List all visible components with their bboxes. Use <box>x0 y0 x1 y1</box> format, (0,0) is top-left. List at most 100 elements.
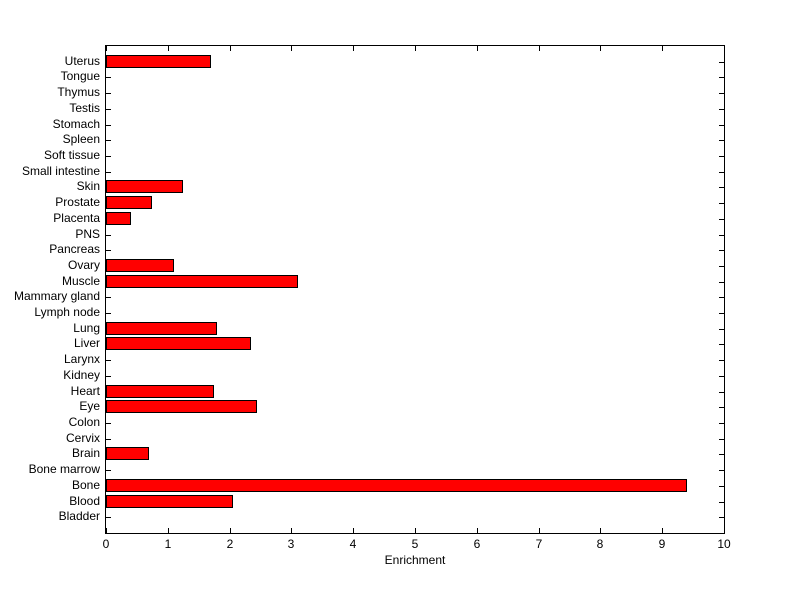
y-tick-right <box>719 344 724 345</box>
y-tick-right <box>719 93 724 94</box>
x-tick-label-9: 9 <box>658 537 666 551</box>
bar-brain <box>106 447 149 460</box>
y-tick-right <box>719 376 724 377</box>
y-tick-left <box>106 360 111 361</box>
x-tick-top <box>539 46 540 51</box>
y-tick-label-colon: Colon <box>68 415 100 429</box>
x-axis-title: Enrichment <box>384 553 446 567</box>
y-tick-label-brain: Brain <box>71 446 100 460</box>
x-tick-top <box>415 46 416 51</box>
y-tick-left <box>106 313 111 314</box>
y-tick-right <box>719 439 724 440</box>
y-tick-right <box>719 140 724 141</box>
y-tick-label-bone-marrow: Bone marrow <box>28 462 100 476</box>
x-tick-top <box>230 46 231 51</box>
x-tick-top <box>106 46 107 51</box>
y-tick-label-stomach: Stomach <box>52 117 100 131</box>
y-tick-right <box>719 297 724 298</box>
x-tick-label-3: 3 <box>287 537 295 551</box>
y-tick-label-uterus: Uterus <box>64 54 100 68</box>
y-tick-left <box>106 297 111 298</box>
y-tick-right <box>719 125 724 126</box>
y-tick-left <box>106 93 111 94</box>
y-tick-label-ovary: Ovary <box>67 258 100 272</box>
y-tick-left <box>106 517 111 518</box>
y-tick-left <box>106 470 111 471</box>
y-tick-label-muscle: Muscle <box>61 274 100 288</box>
y-tick-label-liver: Liver <box>73 336 100 350</box>
x-tick-top <box>662 46 663 51</box>
y-tick-right <box>719 77 724 78</box>
x-tick-top <box>353 46 354 51</box>
x-tick-bottom <box>477 528 478 533</box>
x-tick-bottom <box>291 528 292 533</box>
y-tick-label-kidney: Kidney <box>63 368 100 382</box>
y-tick-left <box>106 172 111 173</box>
bar-lung <box>106 322 217 335</box>
y-tick-label-bone: Bone <box>71 478 100 492</box>
y-tick-right <box>719 313 724 314</box>
x-tick-top <box>168 46 169 51</box>
y-tick-right <box>719 407 724 408</box>
x-tick-bottom <box>230 528 231 533</box>
y-tick-right <box>719 470 724 471</box>
y-tick-right <box>719 235 724 236</box>
x-tick-label-7: 7 <box>535 537 543 551</box>
bar-blood <box>106 495 233 508</box>
y-tick-left <box>106 423 111 424</box>
y-tick-left <box>106 125 111 126</box>
x-tick-top <box>291 46 292 51</box>
x-tick-bottom <box>662 528 663 533</box>
y-tick-right <box>719 517 724 518</box>
y-tick-label-prostate: Prostate <box>55 195 100 209</box>
x-tick-label-6: 6 <box>473 537 481 551</box>
y-tick-left <box>106 235 111 236</box>
y-tick-left <box>106 250 111 251</box>
y-tick-label-mammary-gland: Mammary gland <box>13 289 100 303</box>
y-tick-label-testis: Testis <box>69 101 100 115</box>
x-tick-bottom <box>724 528 725 533</box>
bar-muscle <box>106 275 298 288</box>
x-tick-top <box>724 46 725 51</box>
y-tick-right <box>719 109 724 110</box>
x-tick-label-0: 0 <box>102 537 110 551</box>
y-tick-left <box>106 77 111 78</box>
x-tick-bottom <box>415 528 416 533</box>
y-tick-left <box>106 140 111 141</box>
bar-bone <box>106 479 687 492</box>
y-tick-right <box>719 502 724 503</box>
bar-liver <box>106 337 251 350</box>
y-tick-right <box>719 392 724 393</box>
y-tick-right <box>719 187 724 188</box>
y-tick-right <box>719 156 724 157</box>
y-tick-label-spleen: Spleen <box>62 132 100 146</box>
y-tick-label-small-intestine: Small intestine <box>21 164 100 178</box>
y-tick-label-heart: Heart <box>70 384 100 398</box>
y-tick-left <box>106 376 111 377</box>
y-tick-right <box>719 250 724 251</box>
y-tick-right <box>719 360 724 361</box>
y-tick-left <box>106 109 111 110</box>
y-tick-label-lymph-node: Lymph node <box>34 305 100 319</box>
x-tick-label-1: 1 <box>164 537 172 551</box>
y-tick-label-blood: Blood <box>69 494 100 508</box>
y-tick-label-cervix: Cervix <box>65 431 100 445</box>
x-tick-bottom <box>600 528 601 533</box>
x-tick-top <box>477 46 478 51</box>
plot-area <box>105 45 725 534</box>
x-tick-bottom <box>168 528 169 533</box>
x-tick-label-5: 5 <box>411 537 419 551</box>
bar-ovary <box>106 259 174 272</box>
y-tick-left <box>106 156 111 157</box>
y-tick-right <box>719 282 724 283</box>
bar-skin <box>106 180 183 193</box>
bar-heart <box>106 385 214 398</box>
x-tick-bottom <box>106 528 107 533</box>
y-tick-label-placenta: Placenta <box>53 211 100 225</box>
y-tick-right <box>719 266 724 267</box>
y-tick-label-skin: Skin <box>76 179 100 193</box>
bar-placenta <box>106 212 131 225</box>
x-tick-label-10: 10 <box>717 537 731 551</box>
x-tick-bottom <box>539 528 540 533</box>
